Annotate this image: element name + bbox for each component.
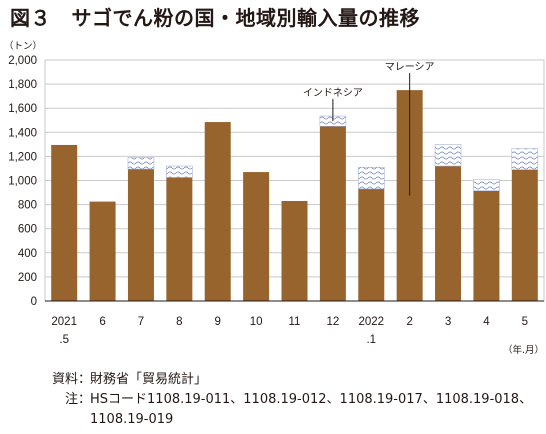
- x-tick-label: 12: [326, 316, 339, 328]
- bar-malaysia: [319, 126, 346, 302]
- x-tick-label: 2022: [358, 316, 384, 328]
- y-tick-label: 1,600: [8, 103, 37, 115]
- bar-malaysia: [51, 144, 78, 301]
- note-row: 注 ： HSコード1108.19-011、1108.19-012、1108.19…: [8, 390, 540, 430]
- x-tick-sublabel: .1: [366, 334, 376, 346]
- y-axis-unit: （トン）: [4, 40, 42, 52]
- x-tick-label: 10: [250, 316, 263, 328]
- footer: 資料 ： 財務省「貿易統計」 注 ： HSコード1108.19-011、1108…: [8, 370, 540, 430]
- x-tick-label: 8: [176, 316, 182, 328]
- bar-malaysia: [281, 200, 308, 301]
- annotation-label: インドネシア: [303, 87, 363, 99]
- note-label: 注: [64, 392, 78, 407]
- bar-indonesia: [434, 144, 462, 167]
- x-tick-label: 2: [406, 316, 412, 328]
- y-tick-label: 1,800: [8, 79, 37, 91]
- y-tick-label: 400: [18, 248, 37, 260]
- bar-malaysia: [204, 122, 231, 302]
- x-tick-label: 11: [289, 316, 301, 328]
- y-tick-label: 600: [18, 224, 37, 236]
- bar-malaysia: [89, 201, 116, 301]
- source-colon: ：: [78, 372, 92, 387]
- x-axis-unit: （年.月）: [503, 344, 544, 356]
- x-tick-label: 2021: [51, 316, 77, 328]
- bar-malaysia: [166, 177, 193, 301]
- bar-malaysia: [473, 190, 500, 301]
- x-tick-label: 9: [215, 316, 221, 328]
- bar-malaysia: [243, 172, 270, 301]
- x-tick-label: 4: [483, 316, 490, 328]
- source-row: 資料 ： 財務省「貿易統計」: [8, 370, 540, 390]
- bar-malaysia: [127, 169, 154, 301]
- bars: [51, 90, 539, 302]
- bar-malaysia: [435, 166, 462, 301]
- y-tick-label: 1,200: [8, 151, 37, 163]
- source-text: 財務省「貿易統計」: [90, 372, 208, 387]
- bar-indonesia: [511, 148, 539, 170]
- x-tick-label: 3: [445, 316, 451, 328]
- bar-indonesia: [358, 166, 385, 190]
- note-text: HSコード1108.19-011、1108.19-012、1108.19-017…: [90, 392, 533, 427]
- y-tick-label: 200: [18, 272, 37, 284]
- x-tick-label: 5: [522, 316, 528, 328]
- bar-chart: 0 200 400 600 800 1,000 1,200 1,400 1,600 1,800 2,…: [4, 40, 545, 356]
- bar-malaysia: [511, 169, 538, 301]
- x-tick-label: 6: [99, 316, 105, 328]
- x-tick-sublabel: .5: [59, 334, 69, 346]
- y-tick-label: 2,000: [8, 55, 37, 67]
- note-colon: ：: [78, 392, 92, 407]
- bar-indonesia: [473, 179, 500, 191]
- labels: 0 200 400 600 800 1,000 1,200 1,400 1,600 1,800 2,…: [4, 40, 544, 356]
- source-label: 資料: [51, 372, 78, 387]
- chart-title: 図３ サゴでん粉の国・地域別輸入量の推移: [10, 6, 420, 30]
- annotation-label: マレーシア: [385, 62, 435, 73]
- y-tick-label: 1,400: [8, 127, 37, 139]
- bar-indonesia: [166, 165, 193, 178]
- y-tick-label: 1,000: [8, 176, 37, 188]
- y-tick-label: 800: [18, 200, 37, 212]
- y-tick-label: 0: [31, 296, 37, 308]
- bar-malaysia: [358, 188, 385, 301]
- bar-indonesia: [127, 157, 155, 170]
- x-tick-label: 7: [138, 316, 144, 328]
